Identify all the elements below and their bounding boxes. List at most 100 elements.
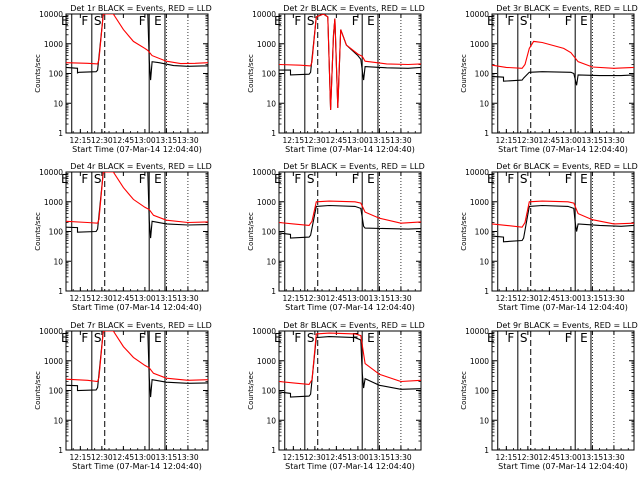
- time-marker-label: F: [81, 331, 88, 345]
- y-tick-label: 100: [262, 70, 277, 79]
- x-tick-label: 13:15: [156, 136, 178, 145]
- y-axis-label: Counts/sec: [34, 54, 42, 93]
- x-axis-label: Start Time (07-Mar-14 12:04:40): [72, 462, 202, 471]
- events-series-line: [492, 71, 634, 86]
- x-tick-label: 12:45: [113, 453, 135, 462]
- y-axis-label: Counts/sec: [247, 212, 255, 251]
- plot-frame: [278, 171, 422, 292]
- time-marker-label: F: [507, 14, 514, 28]
- y-tick-label: 100: [475, 228, 490, 237]
- x-tick-label: 13:00: [560, 136, 582, 145]
- x-tick-label: 13:00: [560, 453, 582, 462]
- x-tick-label: 12:30: [304, 294, 326, 303]
- y-tick-label: 1: [271, 446, 276, 455]
- detector-panel: 1 10 100 1000 10000 12:15 12:30 12:45 13:00 13:15…: [34, 4, 212, 154]
- y-tick-label: 1000: [44, 357, 63, 366]
- time-marker-label: S: [520, 172, 528, 186]
- panel-title: Det 5r BLACK = Events, RED = LLD: [283, 162, 425, 171]
- y-axis-label: Counts/sec: [460, 54, 468, 93]
- time-marker-label: F: [81, 14, 88, 28]
- time-marker-label: F: [139, 172, 146, 186]
- x-tick-label: 12:45: [539, 453, 561, 462]
- detector-panel: 1 10 100 1000 10000 12:15 12:30 12:45 13:00 13:15…: [460, 4, 638, 154]
- y-tick-label: 1000: [470, 40, 489, 49]
- x-tick-label: 12:15: [70, 294, 92, 303]
- y-tick-label: 100: [262, 387, 277, 396]
- x-tick-label: 13:30: [390, 294, 412, 303]
- time-marker-label: E: [367, 14, 375, 28]
- x-tick-label: 12:45: [326, 294, 348, 303]
- x-tick-label: 12:30: [91, 453, 113, 462]
- x-tick-label: 12:15: [496, 136, 518, 145]
- x-axis-label: Start Time (07-Mar-14 12:04:40): [498, 303, 628, 312]
- x-tick-label: 13:00: [134, 453, 156, 462]
- x-axis-label: Start Time (07-Mar-14 12:04:40): [498, 462, 628, 471]
- y-tick-label: 10: [479, 99, 489, 108]
- y-tick-label: 1000: [470, 357, 489, 366]
- y-tick-label: 10000: [252, 327, 276, 336]
- x-tick-label: 12:15: [283, 294, 305, 303]
- time-marker-label: F: [294, 172, 301, 186]
- time-marker-label: E: [367, 331, 375, 345]
- panel-title: Det 6r BLACK = Events, RED = LLD: [496, 162, 638, 171]
- panel-title: Det 3r BLACK = Events, RED = LLD: [496, 4, 638, 13]
- time-marker-label: F: [81, 172, 88, 186]
- y-tick-label: 100: [49, 228, 64, 237]
- x-tick-label: 13:30: [603, 453, 625, 462]
- time-marker-label: E: [580, 331, 588, 345]
- x-tick-label: 13:15: [369, 294, 391, 303]
- x-tick-label: 13:30: [603, 136, 625, 145]
- y-tick-label: 1000: [257, 198, 276, 207]
- y-tick-label: 10000: [252, 168, 276, 177]
- y-tick-label: 10: [53, 99, 63, 108]
- time-marker-label: E: [61, 331, 69, 345]
- x-tick-label: 12:45: [539, 136, 561, 145]
- lld-series-line: [279, 332, 421, 385]
- x-tick-label: 13:00: [560, 294, 582, 303]
- panel-title: Det 4r BLACK = Events, RED = LLD: [70, 162, 212, 171]
- detector-panel: 1 10 100 1000 10000 12:15 12:30 12:45 13:00 13:15…: [34, 321, 212, 471]
- y-tick-label: 10000: [465, 168, 489, 177]
- y-tick-label: 1: [484, 446, 489, 455]
- time-marker-label: S: [307, 331, 315, 345]
- y-tick-label: 1: [484, 129, 489, 138]
- x-tick-label: 12:45: [113, 136, 135, 145]
- x-axis-label: Start Time (07-Mar-14 12:04:40): [498, 145, 628, 154]
- time-marker-label: S: [520, 331, 528, 345]
- y-tick-label: 10000: [465, 10, 489, 19]
- x-tick-label: 12:30: [517, 136, 539, 145]
- y-tick-label: 1: [271, 287, 276, 296]
- time-marker-label: F: [294, 331, 301, 345]
- events-series-line: [279, 204, 421, 239]
- x-tick-label: 12:30: [91, 136, 113, 145]
- x-tick-label: 12:15: [70, 453, 92, 462]
- x-tick-label: 12:15: [70, 136, 92, 145]
- y-tick-label: 10000: [39, 10, 63, 19]
- y-axis-label: Counts/sec: [460, 371, 468, 410]
- time-marker-label: E: [274, 172, 282, 186]
- x-tick-label: 12:30: [517, 294, 539, 303]
- x-axis-label: Start Time (07-Mar-14 12:04:40): [72, 303, 202, 312]
- time-marker-label: S: [307, 14, 315, 28]
- plot-frame: [278, 330, 422, 451]
- y-tick-label: 1: [484, 287, 489, 296]
- x-tick-label: 13:15: [582, 136, 604, 145]
- x-tick-label: 13:15: [369, 136, 391, 145]
- events-series-line: [492, 204, 634, 243]
- events-series-line: [66, 172, 208, 239]
- time-marker-label: E: [274, 331, 282, 345]
- detector-panel: 1 10 100 1000 10000 12:15 12:30 12:45 13:00 13:15…: [247, 162, 425, 312]
- x-tick-label: 13:00: [134, 294, 156, 303]
- x-tick-label: 13:00: [134, 136, 156, 145]
- y-tick-label: 100: [49, 387, 64, 396]
- y-tick-label: 1: [271, 129, 276, 138]
- x-tick-label: 12:30: [304, 453, 326, 462]
- time-marker-label: E: [154, 331, 162, 345]
- x-tick-label: 13:30: [177, 453, 199, 462]
- time-marker-label: E: [154, 172, 162, 186]
- x-tick-label: 12:45: [326, 453, 348, 462]
- y-tick-label: 1: [58, 129, 63, 138]
- time-marker-label: F: [565, 331, 572, 345]
- x-tick-label: 13:15: [156, 294, 178, 303]
